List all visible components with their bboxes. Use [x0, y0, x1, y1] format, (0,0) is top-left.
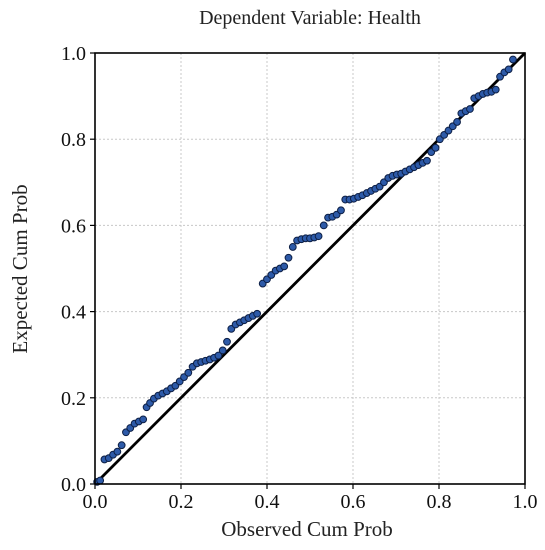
data-points	[93, 55, 517, 486]
y-tick-label: 0.8	[61, 129, 86, 151]
data-point	[113, 447, 122, 456]
data-point	[337, 206, 345, 215]
data-point	[214, 351, 223, 360]
y-tick-label: 0.6	[61, 215, 86, 237]
data-point	[117, 441, 126, 450]
x-tick-label: 0.0	[83, 491, 108, 513]
data-point	[184, 368, 193, 377]
data-point	[491, 85, 500, 94]
data-point	[280, 262, 289, 271]
chart-title: Dependent Variable: Health	[199, 7, 421, 29]
data-point	[504, 65, 513, 74]
data-point	[223, 337, 231, 346]
y-tick-label: 0.2	[61, 388, 86, 410]
x-tick-label: 0.2	[169, 491, 194, 513]
y-tick-label: 0.0	[61, 474, 86, 496]
data-point	[284, 253, 293, 262]
y-axis-label: Expected Cum Prob	[8, 184, 32, 353]
x-tick-label: 0.4	[255, 491, 280, 513]
data-point	[314, 232, 323, 241]
x-tick-label: 0.6	[341, 491, 366, 513]
reference-line	[94, 52, 526, 485]
data-point	[453, 118, 461, 126]
x-axis-label: Observed Cum Prob	[221, 517, 393, 541]
data-point	[253, 309, 262, 318]
data-point	[509, 55, 517, 64]
plot-frame	[94, 52, 526, 485]
data-point	[288, 243, 297, 251]
y-tick-label: 0.4	[61, 302, 86, 324]
data-point	[431, 143, 440, 152]
x-tick-label: 1.0	[513, 491, 538, 513]
data-point	[319, 221, 328, 230]
data-point	[466, 105, 474, 113]
data-point	[423, 156, 431, 165]
data-point	[96, 476, 105, 485]
data-point	[218, 346, 227, 355]
y-tick-label: 1.0	[61, 43, 86, 65]
axis-ticks: 0.0 0.2 0.4 0.6 0.8 1.0 0.0 0.2 0.4 0.6 0.8 1.0	[61, 43, 538, 513]
data-point	[139, 415, 148, 424]
x-tick-label: 0.8	[427, 491, 452, 513]
